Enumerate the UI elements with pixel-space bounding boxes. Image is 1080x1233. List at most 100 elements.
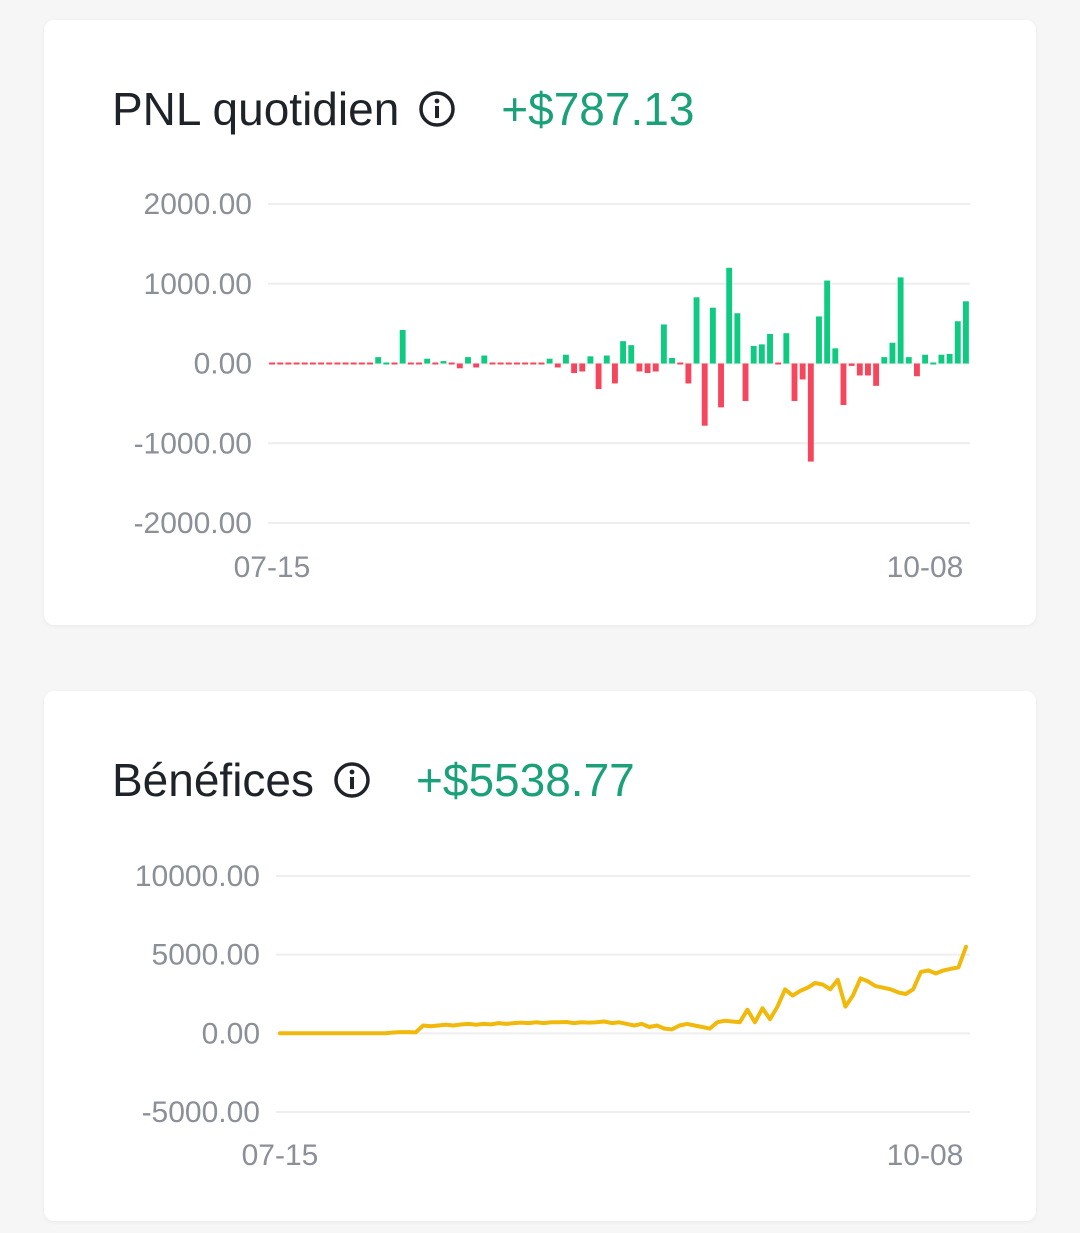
pnl-bar xyxy=(309,362,316,365)
pnl-bar xyxy=(326,362,333,365)
pnl-y-tick-label: -2000.00 xyxy=(134,507,252,540)
pnl-x-tick-label: 07-15 xyxy=(234,551,311,584)
pnl-bar xyxy=(856,363,863,376)
pnl-bar xyxy=(677,362,684,365)
profit-value: +$5538.77 xyxy=(416,754,635,806)
profit-y-tick-label: 10000.00 xyxy=(135,860,260,893)
pnl-bar xyxy=(440,361,447,364)
pnl-bar xyxy=(897,277,904,364)
pnl-bar xyxy=(807,363,814,462)
daily-pnl-chart: 2000.00 1000.00 0.00 -1000.00 -2000.00 07-15 1… xyxy=(134,188,970,584)
pnl-bar xyxy=(889,342,896,364)
profit-header: Bénéfices +$5538.77 xyxy=(112,753,635,807)
profit-chart: 10000.00 5000.00 0.00 -5000.00 07-15 10-08 xyxy=(135,860,970,1172)
pnl-y-tick-label: 1000.00 xyxy=(144,268,252,301)
pnl-bar xyxy=(530,362,537,365)
pnl-bar xyxy=(930,362,937,365)
profit-y-tick-label: -5000.00 xyxy=(142,1096,260,1129)
pnl-bar xyxy=(905,357,912,364)
pnl-y-tick-label: 2000.00 xyxy=(144,188,252,221)
pnl-bar xyxy=(767,333,773,364)
profit-x-tick-label: 10-08 xyxy=(887,1139,964,1172)
pnl-bar xyxy=(350,362,357,365)
pnl-bar xyxy=(685,363,692,384)
pnl-bar xyxy=(367,362,373,365)
pnl-bar xyxy=(514,362,520,365)
pnl-bar xyxy=(407,362,414,365)
info-circle-icon[interactable] xyxy=(332,760,372,800)
daily-pnl-value: +$787.13 xyxy=(501,83,695,135)
pnl-bar xyxy=(587,356,594,364)
pnl-bar xyxy=(489,362,496,365)
profit-card: Bénéfices +$5538.77 10000.00 5000.00 0.00 -… xyxy=(44,691,1036,1221)
pnl-bar xyxy=(799,363,806,380)
pnl-bar xyxy=(522,362,529,365)
pnl-bar xyxy=(546,358,553,364)
pnl-bar xyxy=(824,280,831,364)
pnl-bar xyxy=(709,307,716,364)
pnl-bar xyxy=(399,330,406,364)
pnl-bar xyxy=(595,363,602,390)
profit-y-tick-label: 5000.00 xyxy=(152,939,260,972)
pnl-bar xyxy=(563,354,569,364)
pnl-bar xyxy=(758,344,765,364)
pnl-bar xyxy=(497,362,504,365)
pnl-bar xyxy=(701,363,708,426)
info-circle-icon[interactable] xyxy=(417,89,457,129)
pnl-bar xyxy=(775,362,782,365)
daily-pnl-header: PNL quotidien +$787.13 xyxy=(112,82,694,136)
pnl-bar xyxy=(603,355,610,364)
pnl-bar xyxy=(481,355,488,364)
pnl-bar xyxy=(946,353,953,364)
pnl-bar xyxy=(571,363,578,374)
pnl-bar xyxy=(318,362,324,365)
pnl-bar xyxy=(358,362,365,365)
pnl-bar xyxy=(652,363,659,372)
pnl-bar xyxy=(538,362,545,365)
pnl-bar xyxy=(424,358,431,364)
pnl-bar xyxy=(840,363,847,405)
pnl-bar xyxy=(865,363,871,376)
pnl-bar xyxy=(816,316,822,364)
profit-x-tick-label: 07-15 xyxy=(242,1139,319,1172)
pnl-bar xyxy=(742,363,749,401)
pnl-bar xyxy=(465,357,471,364)
pnl-bar xyxy=(456,363,463,369)
pnl-bar xyxy=(750,345,757,364)
profit-title: Bénéfices xyxy=(112,754,315,806)
pnl-bar xyxy=(914,363,920,377)
pnl-bar xyxy=(693,297,700,364)
pnl-bar xyxy=(505,362,512,365)
pnl-bar xyxy=(718,363,724,408)
pnl-bar xyxy=(416,362,422,365)
pnl-bar xyxy=(954,321,961,364)
pnl-bar xyxy=(554,363,561,368)
pnl-bar xyxy=(660,324,667,364)
profit-y-tick-label: 0.00 xyxy=(202,1017,260,1050)
pnl-bar xyxy=(611,363,618,384)
pnl-bar xyxy=(832,348,839,364)
pnl-bar xyxy=(873,363,880,386)
pnl-bar xyxy=(301,362,308,365)
daily-pnl-card: PNL quotidien +$787.13 2000.00 1000.00 0.0… xyxy=(44,20,1036,625)
pnl-x-tick-label: 10-08 xyxy=(887,551,964,584)
pnl-bar xyxy=(628,345,635,364)
pnl-bar xyxy=(791,363,798,401)
pnl-bar xyxy=(620,341,627,364)
pnl-bar xyxy=(938,354,945,364)
pnl-bar xyxy=(848,363,855,366)
pnl-bar xyxy=(473,363,480,368)
pnl-bar xyxy=(375,357,382,364)
daily-pnl-title: PNL quotidien xyxy=(112,83,400,135)
pnl-bar xyxy=(579,363,586,372)
pnl-bar xyxy=(293,362,300,365)
pnl-bar xyxy=(285,362,292,365)
pnl-bar xyxy=(881,357,888,364)
pnl-bar xyxy=(334,362,341,365)
pnl-y-tick-label: -1000.00 xyxy=(134,427,252,460)
pnl-bar xyxy=(734,313,741,364)
pnl-bar xyxy=(432,362,439,365)
pnl-bar xyxy=(391,362,398,365)
profit-line xyxy=(278,944,968,1036)
pnl-bar xyxy=(383,362,390,365)
